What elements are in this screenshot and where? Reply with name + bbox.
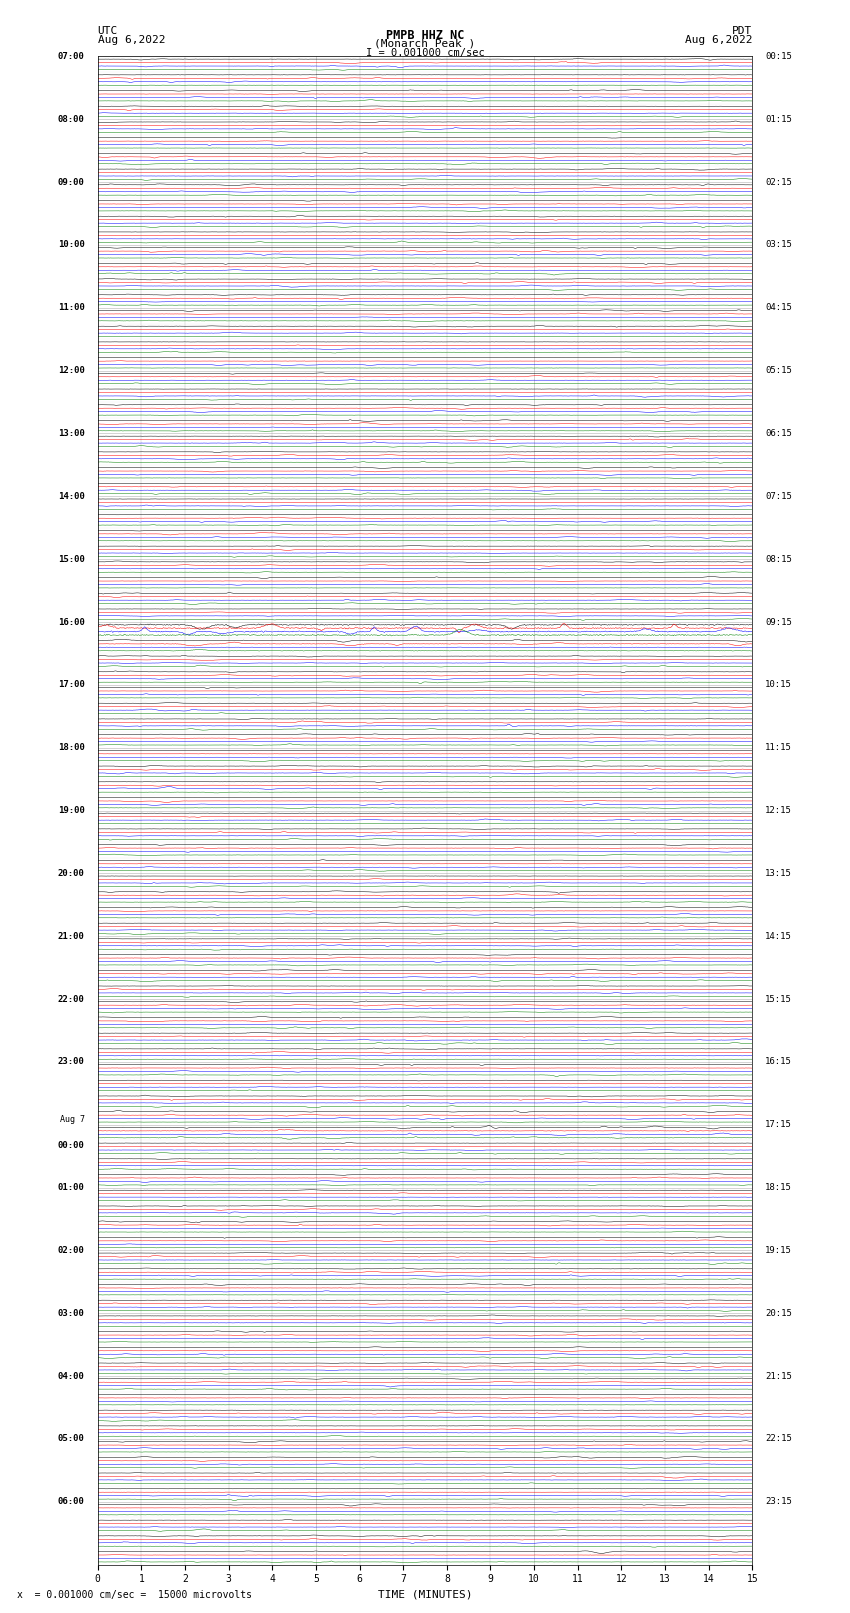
Text: 07:00: 07:00	[58, 52, 85, 61]
Text: 00:15: 00:15	[765, 52, 792, 61]
Text: 22:00: 22:00	[58, 995, 85, 1003]
Text: 08:00: 08:00	[58, 115, 85, 124]
Text: 08:15: 08:15	[765, 555, 792, 563]
Text: 02:15: 02:15	[765, 177, 792, 187]
Text: 10:00: 10:00	[58, 240, 85, 250]
Text: 20:00: 20:00	[58, 869, 85, 877]
Text: 21:15: 21:15	[765, 1371, 792, 1381]
Text: 06:00: 06:00	[58, 1497, 85, 1507]
Text: 19:15: 19:15	[765, 1245, 792, 1255]
Text: 20:15: 20:15	[765, 1308, 792, 1318]
Text: 05:15: 05:15	[765, 366, 792, 376]
Text: 16:15: 16:15	[765, 1058, 792, 1066]
Text: 03:00: 03:00	[58, 1308, 85, 1318]
Text: 09:00: 09:00	[58, 177, 85, 187]
Text: Aug 6,2022: Aug 6,2022	[98, 35, 165, 45]
Text: PDT: PDT	[732, 26, 752, 35]
Text: Aug 6,2022: Aug 6,2022	[685, 35, 752, 45]
Text: 23:00: 23:00	[58, 1058, 85, 1066]
Text: 10:15: 10:15	[765, 681, 792, 689]
Text: 12:15: 12:15	[765, 806, 792, 815]
Text: 16:00: 16:00	[58, 618, 85, 626]
Text: (Monarch Peak ): (Monarch Peak )	[374, 39, 476, 48]
Text: 22:15: 22:15	[765, 1434, 792, 1444]
Text: 13:15: 13:15	[765, 869, 792, 877]
Text: 02:00: 02:00	[58, 1245, 85, 1255]
Text: x  = 0.001000 cm/sec =  15000 microvolts: x = 0.001000 cm/sec = 15000 microvolts	[17, 1590, 252, 1600]
Text: 11:00: 11:00	[58, 303, 85, 313]
Text: 12:00: 12:00	[58, 366, 85, 376]
Text: 15:00: 15:00	[58, 555, 85, 563]
Text: 00:00: 00:00	[58, 1142, 85, 1150]
Text: 06:15: 06:15	[765, 429, 792, 439]
Text: 01:00: 01:00	[58, 1182, 85, 1192]
Text: I = 0.001000 cm/sec: I = 0.001000 cm/sec	[366, 48, 484, 58]
Text: 14:00: 14:00	[58, 492, 85, 500]
Text: 04:00: 04:00	[58, 1371, 85, 1381]
Text: 05:00: 05:00	[58, 1434, 85, 1444]
Text: 18:15: 18:15	[765, 1182, 792, 1192]
Text: 13:00: 13:00	[58, 429, 85, 439]
Text: UTC: UTC	[98, 26, 118, 35]
Text: 19:00: 19:00	[58, 806, 85, 815]
Text: 21:00: 21:00	[58, 932, 85, 940]
Text: 04:15: 04:15	[765, 303, 792, 313]
Text: 11:15: 11:15	[765, 744, 792, 752]
Text: 09:15: 09:15	[765, 618, 792, 626]
Text: 01:15: 01:15	[765, 115, 792, 124]
X-axis label: TIME (MINUTES): TIME (MINUTES)	[377, 1590, 473, 1600]
Text: 23:15: 23:15	[765, 1497, 792, 1507]
Text: Aug 7: Aug 7	[60, 1115, 85, 1124]
Text: 18:00: 18:00	[58, 744, 85, 752]
Text: 14:15: 14:15	[765, 932, 792, 940]
Text: 07:15: 07:15	[765, 492, 792, 500]
Text: 15:15: 15:15	[765, 995, 792, 1003]
Text: PMPB HHZ NC: PMPB HHZ NC	[386, 29, 464, 42]
Text: 17:00: 17:00	[58, 681, 85, 689]
Text: 03:15: 03:15	[765, 240, 792, 250]
Text: 17:15: 17:15	[765, 1121, 792, 1129]
